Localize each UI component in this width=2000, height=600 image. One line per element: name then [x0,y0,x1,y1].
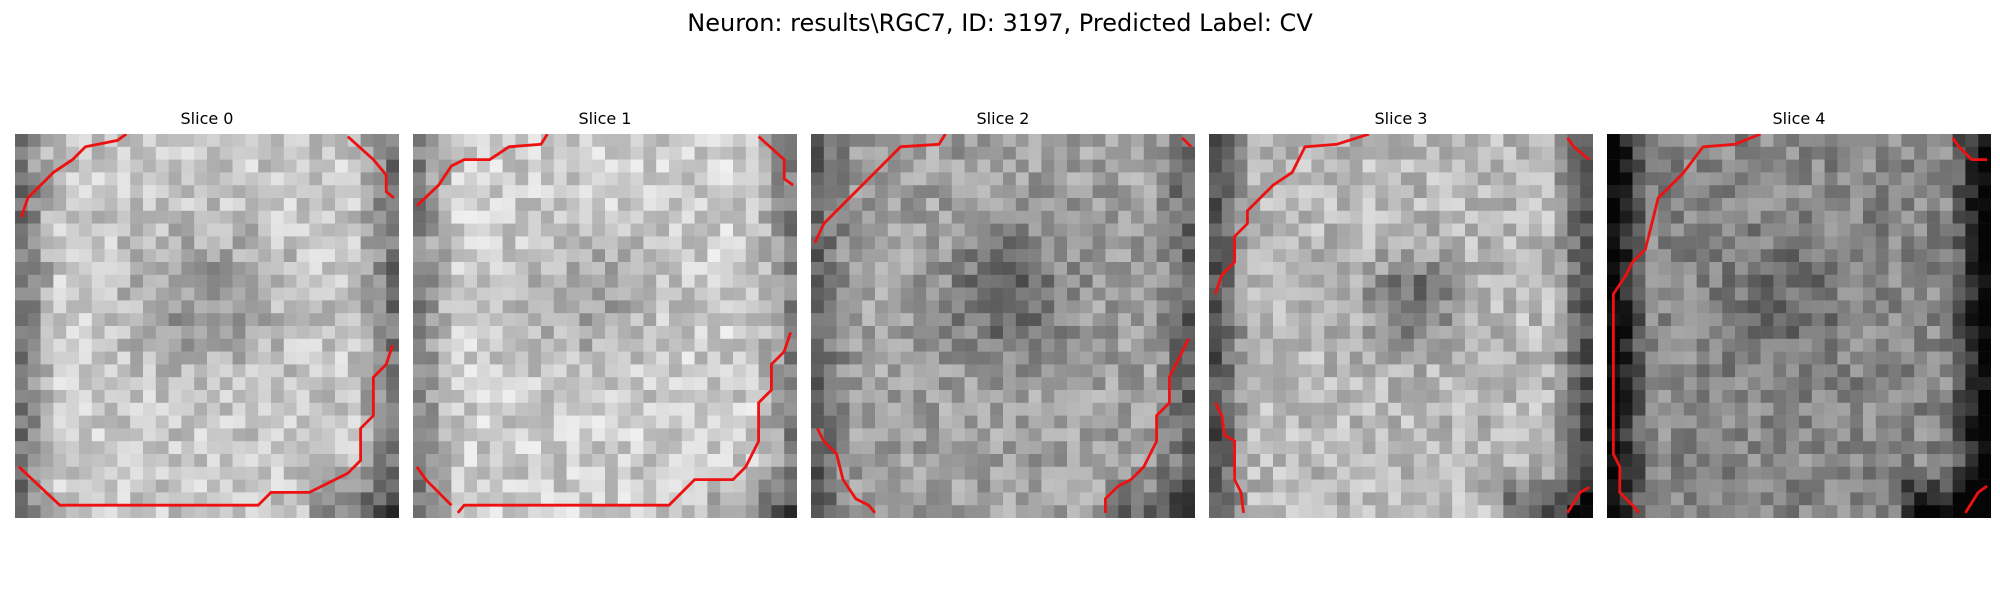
slice-title: Slice 2 [976,109,1030,128]
slice-title: Slice 4 [1772,109,1826,128]
figure-title: Neuron: results\RGC7, ID: 3197, Predicte… [687,9,1313,37]
slice-panel-0: Slice 0 [15,108,399,520]
slice-image [413,134,797,518]
slice-title: Slice 3 [1374,109,1428,128]
slice-title: Slice 1 [578,109,632,128]
slice-image [1607,134,1991,518]
slice-title: Slice 0 [180,109,234,128]
slice-panel-2: Slice 2 [811,108,1195,520]
slice-panel-4: Slice 4 [1607,108,1991,520]
slice-image [1209,134,1593,518]
slice-image [15,134,399,518]
slice-panel-1: Slice 1 [413,108,797,520]
slice-image [811,134,1195,518]
slice-panel-3: Slice 3 [1209,108,1593,520]
